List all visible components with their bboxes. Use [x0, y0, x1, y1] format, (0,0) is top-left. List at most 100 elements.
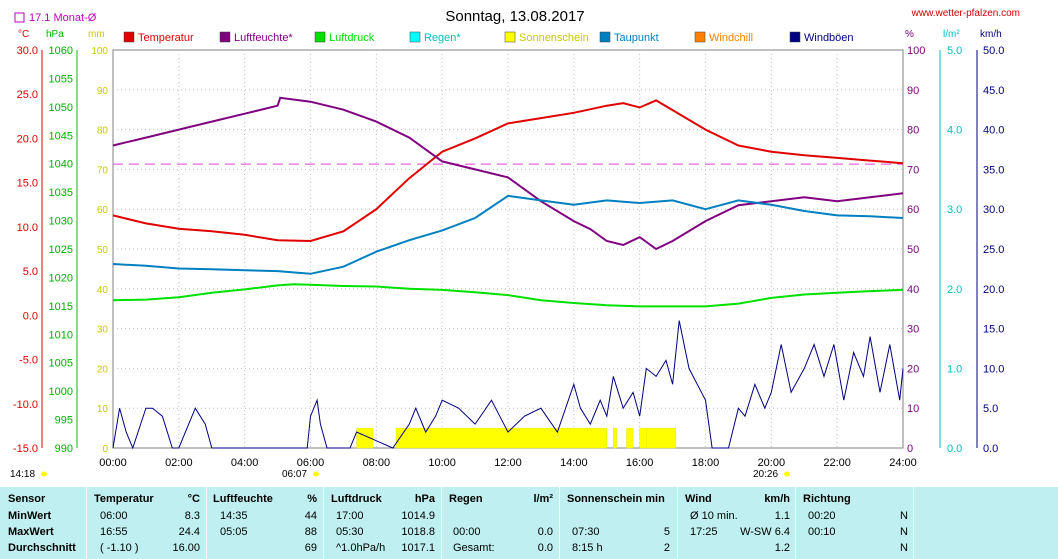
- pressure-tick-label: 1035: [49, 187, 73, 199]
- x-tick-label: 12:00: [494, 457, 522, 469]
- mm-tick-label: 10: [97, 404, 109, 415]
- x-tick-label: 24:00: [889, 457, 917, 469]
- percent-tick-label: 90: [907, 85, 919, 97]
- mm-tick-label: 50: [97, 245, 109, 256]
- wind-tick-label: 35.0: [983, 164, 1004, 176]
- mm-tick-label: 20: [97, 364, 109, 375]
- temp-tick-label: -5.0: [19, 355, 38, 367]
- wind-tick-label: 0.0: [983, 443, 998, 455]
- stats-cell-t-time: ( -1.10 ): [100, 542, 139, 554]
- stats-cell-r-val: 0.0: [537, 526, 553, 538]
- temp-tick-label: 30.0: [17, 45, 38, 57]
- stats-cell-p-val: 1017.1: [401, 542, 435, 554]
- rain-tick-label: 1.0: [947, 363, 962, 375]
- x-tick-label: 16:00: [626, 457, 654, 469]
- series-line-windben: [112, 320, 904, 450]
- temp-tick-label: 10.0: [17, 222, 38, 234]
- percent-tick-label: 100: [907, 45, 925, 57]
- legend-swatch: [694, 31, 706, 43]
- unit-temp: °C: [18, 29, 29, 40]
- header-ld-unit: hPa: [414, 493, 435, 505]
- pressure-tick-label: 1015: [49, 301, 73, 313]
- sunshine-bar: [646, 427, 677, 449]
- wind-tick-label: 40.0: [983, 125, 1004, 137]
- legend-swatch: [314, 31, 326, 43]
- rain-tick-label: 3.0: [947, 204, 962, 216]
- stats-divider: [913, 487, 914, 559]
- series-lines: [112, 96, 904, 450]
- mm-tick-label: 60: [97, 205, 109, 216]
- pressure-tick-label: 1045: [49, 130, 73, 142]
- header-luftdruck: Luftdruck: [331, 493, 382, 505]
- mm-tick-label: 40: [97, 285, 109, 296]
- pressure-tick-label: 1055: [49, 73, 73, 85]
- daylight-sun-icon: [41, 471, 47, 477]
- percent-tick-label: 60: [907, 204, 919, 216]
- pressure-tick-label: 1025: [49, 244, 73, 256]
- stats-divider: [559, 487, 560, 559]
- stats-cell-t-time: 16:55: [100, 526, 128, 538]
- temp-tick-label: 5.0: [23, 266, 38, 278]
- x-tick-label: 14:00: [560, 457, 588, 469]
- pressure-tick-label: 1020: [49, 272, 73, 284]
- stats-cell-t-time: 06:00: [100, 510, 128, 522]
- unit-pressure: hPa: [46, 29, 64, 40]
- percent-tick-label: 50: [907, 244, 919, 256]
- temp-tick-label: 15.0: [17, 178, 38, 190]
- stats-cell-label: Durchschnitt: [8, 542, 76, 554]
- stats-cell-label: MaxWert: [8, 526, 54, 538]
- site-url[interactable]: www.wetter-pfalzen.com: [911, 8, 1020, 19]
- rain-tick-label: 4.0: [947, 125, 962, 137]
- stats-cell-p-time: 17:00: [336, 510, 364, 522]
- percent-tick-label: 80: [907, 125, 919, 137]
- x-tick-label: 06:00: [297, 457, 325, 469]
- stats-cell-h-time: 14:35: [220, 510, 248, 522]
- stats-divider: [323, 487, 324, 559]
- temp-tick-label: 20.0: [17, 133, 38, 145]
- sunset-icon: [784, 471, 790, 477]
- stats-cell-w-time: 17:25: [690, 526, 718, 538]
- mm-tick-label: 80: [97, 126, 109, 137]
- header-wind-unit: km/h: [764, 493, 790, 505]
- stats-cell-s-time: 8:15 h: [572, 542, 603, 554]
- stats-divider: [677, 487, 678, 559]
- rain-tick-label: 5.0: [947, 45, 962, 57]
- legend-label: Luftdruck: [329, 32, 375, 44]
- stats-cell-d-time: 00:10: [808, 526, 836, 538]
- pressure-tick-label: 1010: [49, 329, 73, 341]
- temp-tick-label: 0.0: [23, 310, 38, 322]
- stats-cell-s-val: 2: [663, 542, 670, 554]
- stats-divider: [795, 487, 796, 559]
- percent-tick-label: 30: [907, 324, 919, 336]
- stats-cell-h-val: 88: [304, 526, 317, 538]
- stats-cell-h-val: 69: [304, 542, 317, 554]
- wind-tick-label: 15.0: [983, 324, 1004, 336]
- stats-cell-p-time: 05:30: [336, 526, 364, 538]
- weather-chart: 30.0 25.0 20.0 15.0 10.0 5.0 0.0 -5.0 -10.0 -15.0…: [10, 8, 1020, 480]
- stats-divider: [206, 487, 207, 559]
- x-tick-label: 18:00: [692, 457, 720, 469]
- header-lf-unit: %: [307, 493, 317, 505]
- x-tick-label: 22:00: [823, 457, 851, 469]
- legend-label: Sonnenschein: [519, 32, 589, 44]
- legend-label: Windböen: [804, 32, 854, 44]
- wind-tick-label: 10.0: [983, 363, 1004, 375]
- sunset-label: 20:26: [753, 469, 778, 480]
- legend-swatch: [219, 31, 231, 43]
- stats-table: Sensor Temperatur °C Luftfeuchte % Luftd…: [0, 487, 1058, 559]
- stats-divider: [441, 487, 442, 559]
- stats-cell-label: MinWert: [8, 510, 52, 522]
- wind-tick-label: 50.0: [983, 45, 1004, 57]
- stats-divider: [86, 487, 87, 559]
- stats-cell-t-val: 16.00: [172, 542, 200, 554]
- sunshine-bar: [395, 427, 607, 449]
- stats-cell-w-time: Ø 10 min.: [690, 510, 738, 522]
- header-wind: Wind: [685, 493, 712, 505]
- pressure-tick-label: 1060: [49, 45, 73, 57]
- percent-tick-label: 0: [907, 443, 913, 455]
- legend-swatch: [789, 31, 801, 43]
- legend-label: Temperatur: [138, 32, 194, 44]
- legend-label: Regen*: [424, 32, 461, 44]
- pressure-tick-label: 990: [55, 443, 73, 455]
- sunshine-bar: [626, 427, 634, 449]
